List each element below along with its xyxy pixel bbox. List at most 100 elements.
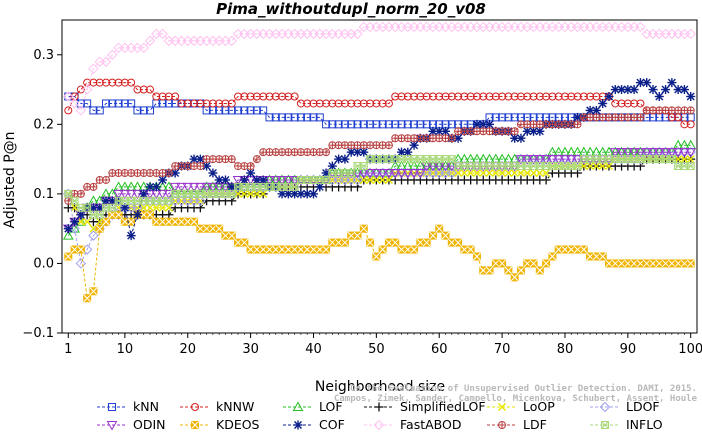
data-point	[366, 99, 375, 108]
data-point	[636, 113, 645, 122]
data-point	[403, 120, 412, 129]
data-point	[592, 92, 601, 101]
data-point	[208, 99, 217, 108]
data-point	[252, 92, 261, 101]
data-point	[410, 120, 419, 129]
y-tick-label: −0.1	[22, 326, 54, 341]
data-point	[542, 169, 551, 178]
data-point	[190, 99, 199, 108]
data-point	[686, 106, 695, 115]
data-point	[75, 105, 87, 116]
data-point	[322, 148, 331, 157]
data-point	[113, 189, 124, 200]
data-point	[447, 155, 456, 164]
data-point	[548, 92, 557, 101]
data-point	[573, 162, 582, 171]
data-point	[372, 120, 381, 129]
data-point	[416, 120, 425, 129]
data-point	[548, 252, 557, 261]
data-point	[100, 56, 112, 67]
legend-marker	[498, 403, 506, 411]
data-point	[586, 162, 595, 171]
data-point	[529, 169, 538, 178]
data-point	[416, 92, 425, 101]
legend-item-fastabod: FastABOD	[364, 417, 462, 432]
data-point	[70, 92, 79, 101]
data-point	[95, 210, 104, 219]
legend-item-ldf: LDF	[487, 417, 547, 432]
data-point	[164, 196, 173, 205]
data-point	[163, 189, 175, 200]
data-point	[114, 210, 123, 219]
data-point	[127, 99, 136, 108]
data-point	[685, 148, 697, 158]
data-point	[654, 92, 664, 102]
data-point	[435, 92, 444, 101]
data-point	[415, 169, 426, 179]
legend-label: SimplifiedLOF	[400, 399, 486, 414]
data-point	[102, 78, 111, 87]
data-point	[573, 120, 582, 129]
data-point	[672, 148, 684, 158]
data-point	[366, 238, 375, 247]
data-point	[100, 188, 112, 198]
data-point	[227, 99, 236, 108]
data-point	[366, 175, 375, 184]
data-point	[428, 92, 437, 101]
data-point	[278, 113, 287, 122]
y-tick-label: 0.3	[33, 48, 54, 63]
data-point	[447, 120, 456, 129]
data-point	[641, 148, 653, 158]
legend-marker	[373, 419, 385, 431]
data-point	[680, 120, 689, 129]
data-point	[69, 98, 80, 109]
data-point	[240, 238, 249, 247]
data-point	[516, 133, 526, 143]
legend-item-knn: kNN	[97, 399, 159, 414]
data-point	[359, 175, 368, 184]
data-point	[259, 189, 268, 198]
data-point	[169, 182, 181, 193]
data-point	[372, 99, 381, 108]
data-point	[529, 92, 538, 101]
data-point	[636, 99, 645, 108]
data-point	[215, 224, 224, 233]
data-point	[146, 203, 155, 212]
data-point	[139, 203, 148, 212]
data-point	[686, 120, 695, 129]
data-point	[157, 28, 168, 40]
legend-label: FastABOD	[400, 417, 462, 432]
data-point	[196, 162, 205, 171]
data-point	[64, 92, 73, 101]
data-point	[289, 175, 300, 186]
data-point	[188, 182, 200, 193]
y-tick-label: 0.0	[33, 256, 54, 271]
data-point	[259, 106, 268, 115]
data-point	[389, 169, 401, 179]
data-point	[164, 203, 173, 212]
data-point	[158, 92, 167, 101]
data-point	[616, 148, 627, 158]
data-point	[107, 49, 118, 60]
data-point	[535, 126, 545, 136]
data-point	[686, 259, 695, 268]
data-point	[296, 99, 305, 108]
data-point	[303, 99, 312, 108]
data-point	[76, 189, 85, 198]
data-point	[498, 113, 507, 122]
data-point	[108, 99, 117, 108]
legend-label: INFLO	[626, 417, 663, 432]
data-point	[139, 85, 148, 94]
data-point	[63, 224, 73, 234]
data-point	[397, 92, 406, 101]
data-point	[403, 92, 412, 101]
data-point	[397, 120, 406, 129]
data-point	[296, 113, 305, 122]
data-point	[447, 92, 456, 101]
data-point	[202, 99, 211, 108]
data-point	[446, 167, 458, 179]
data-point	[510, 92, 519, 101]
data-point	[340, 154, 350, 164]
data-point	[347, 120, 356, 129]
legend-label: COF	[319, 417, 345, 432]
